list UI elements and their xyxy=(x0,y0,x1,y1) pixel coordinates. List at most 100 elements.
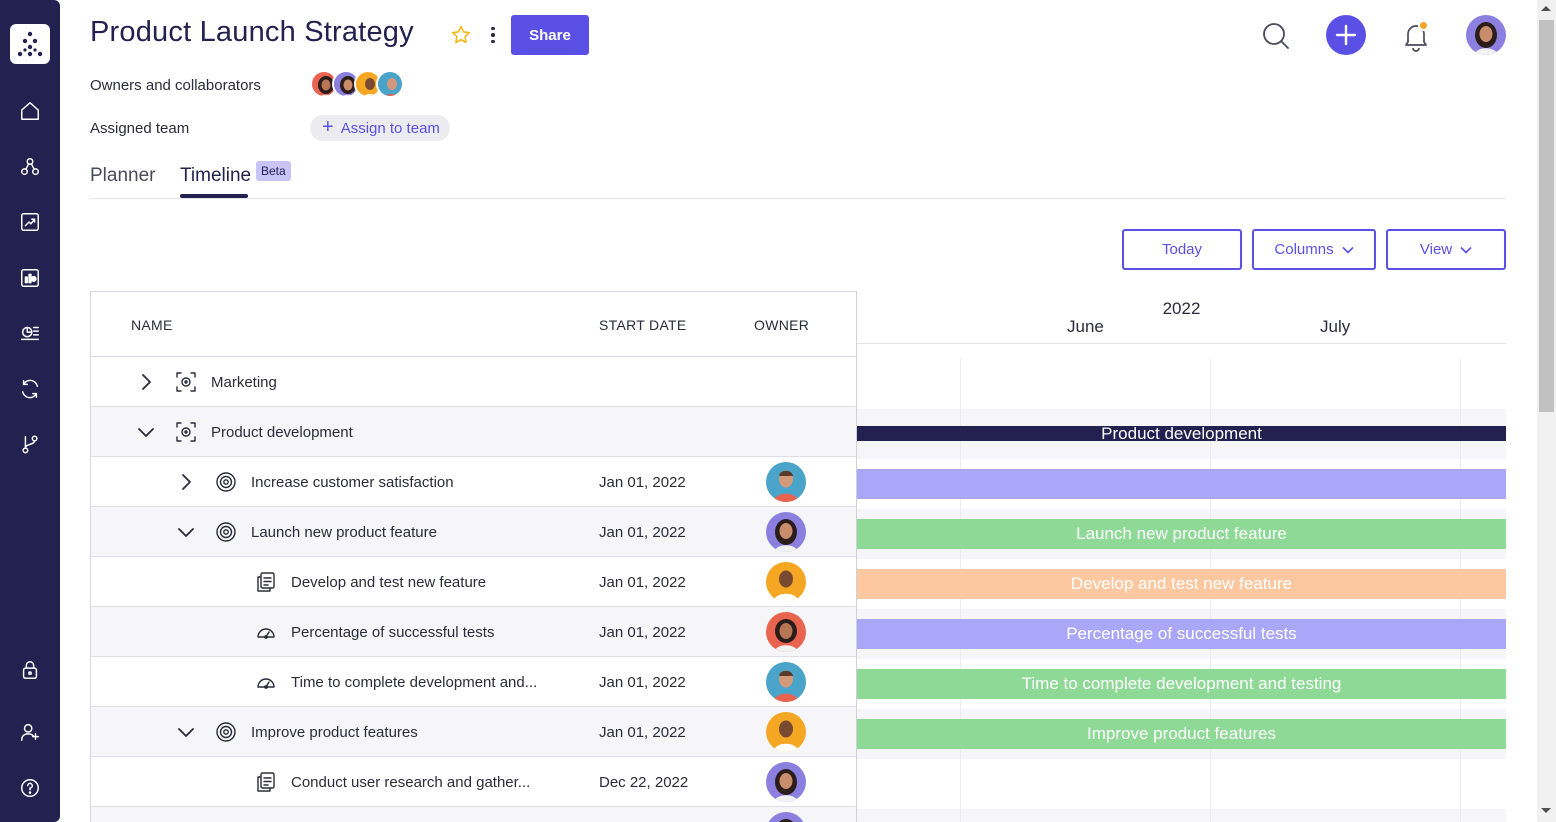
scrollbar-thumb[interactable] xyxy=(1539,20,1554,412)
owner-avatar[interactable] xyxy=(766,712,806,752)
group-icon xyxy=(175,421,197,443)
row-start-date: Jan 01, 2022 xyxy=(599,724,686,741)
timeline-bar-increase-customer-satisfaction[interactable] xyxy=(857,469,1506,499)
task-icon xyxy=(255,771,277,793)
sidebar xyxy=(0,0,60,822)
owner-avatar[interactable] xyxy=(766,462,806,502)
table-header: NAME START DATE OWNER xyxy=(91,292,856,357)
expand-button[interactable] xyxy=(136,372,156,392)
more-options-button[interactable] xyxy=(486,24,500,46)
chevron-down-icon xyxy=(178,528,194,537)
column-header-owner[interactable]: OWNER xyxy=(754,317,810,333)
table-row[interactable]: Product development xyxy=(91,407,856,457)
table-row[interactable] xyxy=(91,807,856,822)
row-name: Increase customer satisfaction xyxy=(251,474,454,491)
nav-help[interactable] xyxy=(17,775,43,801)
chevron-right-icon xyxy=(182,474,191,490)
expand-button[interactable] xyxy=(176,472,196,492)
row-start-date: Jan 01, 2022 xyxy=(599,574,686,591)
timeline-bar-develop-and-test[interactable]: Develop and test new feature xyxy=(857,569,1506,599)
avatar[interactable] xyxy=(310,70,338,98)
gauge-icon xyxy=(255,671,277,693)
hierarchy-icon xyxy=(21,158,39,176)
column-header-name[interactable]: NAME xyxy=(131,317,173,333)
timeline-bar-time-to-complete[interactable]: Time to complete development and testing xyxy=(857,669,1506,699)
nav-sync[interactable] xyxy=(17,376,43,402)
search-button[interactable] xyxy=(1262,22,1290,50)
timeline-chart: 2022 June July Product development Launc… xyxy=(857,291,1506,822)
active-tab-indicator xyxy=(180,194,248,198)
search-icon xyxy=(1263,23,1289,49)
tab-planner[interactable]: Planner xyxy=(90,165,156,186)
owner-avatar[interactable] xyxy=(766,762,806,802)
owner-avatar[interactable] xyxy=(766,812,806,822)
owner-avatar[interactable] xyxy=(766,512,806,552)
target-icon xyxy=(215,521,237,543)
nav-dashboard[interactable] xyxy=(17,265,43,291)
owners-label: Owners and collaborators xyxy=(90,77,261,94)
column-header-start-date[interactable]: START DATE xyxy=(599,317,687,333)
report-icon xyxy=(21,326,39,341)
table-row[interactable]: Increase customer satisfaction Jan 01, 2… xyxy=(91,457,856,507)
table-row[interactable]: Launch new product feature Jan 01, 2022 xyxy=(91,507,856,557)
nav-home[interactable] xyxy=(17,98,43,124)
tab-timeline[interactable]: Timeline xyxy=(180,165,252,186)
today-button[interactable]: Today xyxy=(1122,229,1242,270)
table-row[interactable]: Improve product features Jan 01, 2022 xyxy=(91,707,856,757)
owner-avatar[interactable] xyxy=(766,612,806,652)
row-name: Launch new product feature xyxy=(251,524,437,541)
create-button[interactable] xyxy=(1326,15,1366,55)
timeline-bar-percentage-successful-tests[interactable]: Percentage of successful tests xyxy=(857,619,1506,649)
view-label: View xyxy=(1419,241,1453,258)
help-icon xyxy=(21,779,39,797)
nav-branches[interactable] xyxy=(17,431,43,457)
table-row[interactable]: Develop and test new feature Jan 01, 202… xyxy=(91,557,856,607)
user-avatar[interactable] xyxy=(1466,15,1506,55)
nav-security[interactable] xyxy=(17,657,43,683)
view-button[interactable]: View xyxy=(1386,229,1506,270)
owner-avatar[interactable] xyxy=(766,662,806,702)
logo-icon xyxy=(17,31,43,57)
row-name: Percentage of successful tests xyxy=(291,624,495,641)
timeline-bar-launch-new-product-feature[interactable]: Launch new product feature xyxy=(857,519,1506,549)
nav-trends[interactable] xyxy=(17,209,43,235)
star-icon xyxy=(451,25,471,44)
table-row[interactable]: Time to complete development and... Jan … xyxy=(91,657,856,707)
collapse-button[interactable] xyxy=(136,422,156,442)
scroll-down-arrow[interactable] xyxy=(1541,808,1551,813)
favorite-button[interactable] xyxy=(450,24,472,46)
timeline-bar-product-development[interactable]: Product development xyxy=(857,424,1506,443)
target-icon xyxy=(215,471,237,493)
target-icon xyxy=(215,721,237,743)
share-button[interactable]: Share xyxy=(511,15,589,55)
table-row[interactable]: Conduct user research and gather... Dec … xyxy=(91,757,856,807)
avatar[interactable] xyxy=(376,70,404,98)
task-table: NAME START DATE OWNER Marketing Product … xyxy=(90,291,857,822)
timeline-row xyxy=(857,809,1506,822)
timeline-bar-improve-product-features[interactable]: Improve product features xyxy=(857,719,1506,749)
chevron-right-icon xyxy=(142,374,151,390)
scroll-up-arrow[interactable] xyxy=(1541,6,1551,11)
collapse-button[interactable] xyxy=(176,722,196,742)
tabs-divider xyxy=(90,198,1506,199)
assign-team-button[interactable]: + Assign to team xyxy=(310,115,450,141)
collaborator-avatars[interactable] xyxy=(310,70,404,100)
row-start-date: Jan 01, 2022 xyxy=(599,624,686,641)
task-icon xyxy=(255,571,277,593)
assign-team-label: Assign to team xyxy=(340,119,440,137)
row-name: Marketing xyxy=(211,374,277,391)
chart-trend-icon xyxy=(21,213,39,231)
branch-icon xyxy=(22,435,38,454)
table-row[interactable]: Marketing xyxy=(91,357,856,407)
owner-avatar[interactable] xyxy=(766,562,806,602)
collapse-button[interactable] xyxy=(176,522,196,542)
nav-add-user[interactable] xyxy=(17,719,43,745)
columns-button[interactable]: Columns xyxy=(1252,229,1376,270)
nav-reports[interactable] xyxy=(17,320,43,346)
table-row[interactable]: Percentage of successful tests Jan 01, 2… xyxy=(91,607,856,657)
app-logo[interactable] xyxy=(10,24,50,64)
group-icon xyxy=(175,371,197,393)
plus-icon xyxy=(1335,24,1357,46)
chevron-down-icon xyxy=(138,428,154,437)
nav-hierarchy[interactable] xyxy=(17,154,43,180)
